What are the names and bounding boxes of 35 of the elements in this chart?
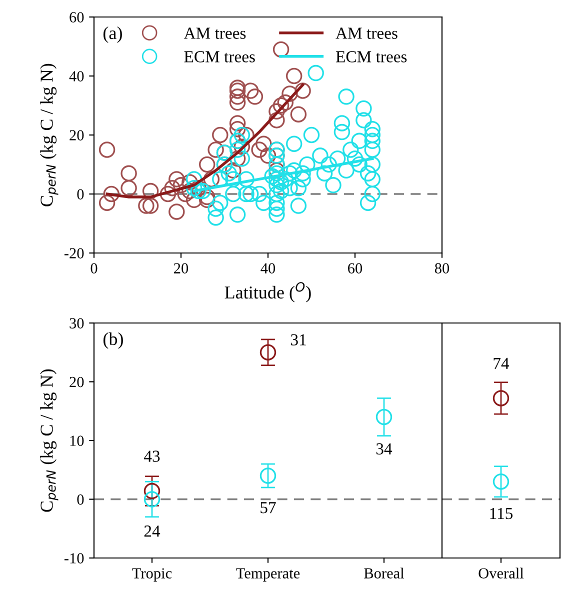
x-tick-label: Overall bbox=[478, 568, 524, 578]
y-axis-title: C$_{perN}$ (kg C / kg N) bbox=[40, 64, 58, 206]
y-tick-label: -10 bbox=[64, 553, 84, 564]
y-tick-label: 0 bbox=[77, 189, 84, 200]
annotation: 57 bbox=[260, 502, 276, 514]
legend-label: ECM trees bbox=[184, 51, 255, 62]
legend-label: AM trees bbox=[336, 28, 398, 39]
legend-label: ECM trees bbox=[336, 51, 407, 62]
x-tick-label: 40 bbox=[260, 263, 276, 274]
y-tick-label: 20 bbox=[70, 376, 84, 388]
annotation: 34 bbox=[376, 443, 392, 455]
annotation: 74 bbox=[494, 358, 510, 369]
annotation: 24 bbox=[144, 526, 160, 537]
legend-label: AM trees bbox=[184, 28, 246, 39]
annotation: (b) bbox=[103, 332, 123, 349]
annotation: 115 bbox=[490, 508, 513, 520]
annotation: 43 bbox=[144, 450, 160, 462]
y-tick-label: 60 bbox=[70, 12, 84, 22]
x-tick-label: 60 bbox=[348, 263, 362, 274]
x-tick-label: 0 bbox=[90, 263, 98, 274]
annotation: (a) bbox=[103, 26, 122, 43]
x-axis-title: Latitude ($^{O}$) bbox=[224, 282, 311, 302]
x-tick-label: Temperate bbox=[236, 568, 300, 582]
y-tick-label: 40 bbox=[69, 71, 84, 82]
x-tick-label: Boreal bbox=[364, 568, 404, 578]
x-tick-label: Tropic bbox=[132, 568, 172, 582]
y-axis-title: C$_{perN}$ (kg C / kg N) bbox=[40, 369, 58, 512]
y-tick-label: 20 bbox=[70, 130, 84, 140]
x-tick-label: 20 bbox=[174, 263, 188, 274]
x-tick-label: 80 bbox=[434, 263, 450, 274]
y-tick-label: 0 bbox=[77, 494, 84, 505]
annotation: 31 bbox=[291, 334, 306, 346]
y-tick-label: 30 bbox=[70, 318, 84, 328]
y-tick-label: 10 bbox=[70, 436, 84, 446]
y-tick-label: -20 bbox=[64, 248, 84, 258]
